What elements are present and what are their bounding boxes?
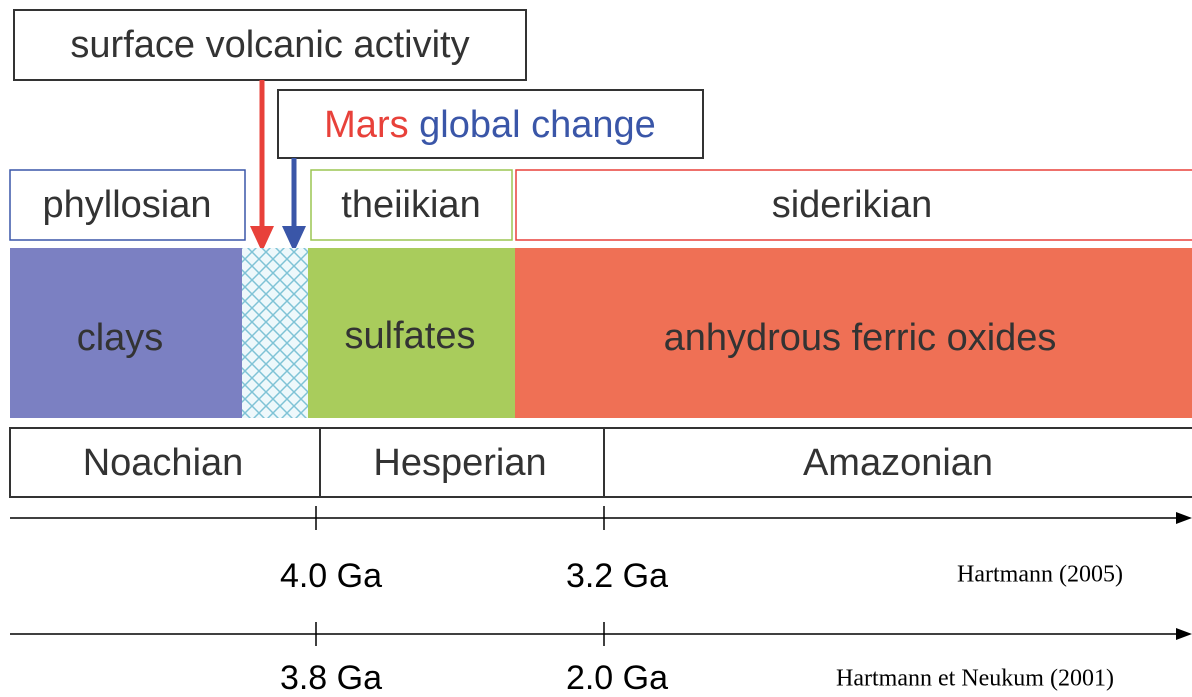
change-box: [277, 89, 704, 159]
blue-arrowhead: [282, 226, 306, 252]
mineral-label: clays: [77, 317, 164, 359]
period-label: Amazonian: [803, 442, 993, 484]
source-label: Hartmann (2005): [957, 562, 1123, 588]
eon-label: theiikian: [341, 184, 480, 226]
change-label: Mars global change: [324, 104, 656, 146]
hatch-band: [242, 248, 308, 418]
period-label: Hesperian: [373, 442, 546, 484]
mineral-label: sulfates: [345, 315, 476, 357]
tick-label: 3.2 Ga: [566, 557, 668, 595]
volcanic-label: surface volcanic activity: [70, 24, 469, 66]
tick-label: 2.0 Ga: [566, 659, 668, 697]
eon-box: [515, 169, 1192, 241]
mineral-label: anhydrous ferric oxides: [664, 317, 1057, 359]
eon-label: phyllosian: [43, 184, 212, 226]
eon-box: [310, 169, 513, 241]
eon-label: siderikian: [772, 184, 933, 226]
red-arrowhead: [250, 226, 274, 252]
source-label: Hartmann et Neukum (2001): [836, 666, 1114, 692]
mineral-band: [515, 248, 1192, 418]
axis-arrowhead: [1176, 512, 1192, 524]
eon-box: [9, 169, 246, 241]
axis-arrowhead: [1176, 628, 1192, 640]
mineral-band: [308, 248, 515, 418]
change-part1: Mars: [324, 104, 408, 146]
period-label: Noachian: [83, 442, 244, 484]
change-part2: global change: [419, 104, 656, 146]
volcanic-box: [13, 9, 527, 81]
mineral-band: [10, 248, 242, 418]
tick-label: 4.0 Ga: [280, 557, 382, 595]
tick-label: 3.8 Ga: [280, 659, 382, 697]
